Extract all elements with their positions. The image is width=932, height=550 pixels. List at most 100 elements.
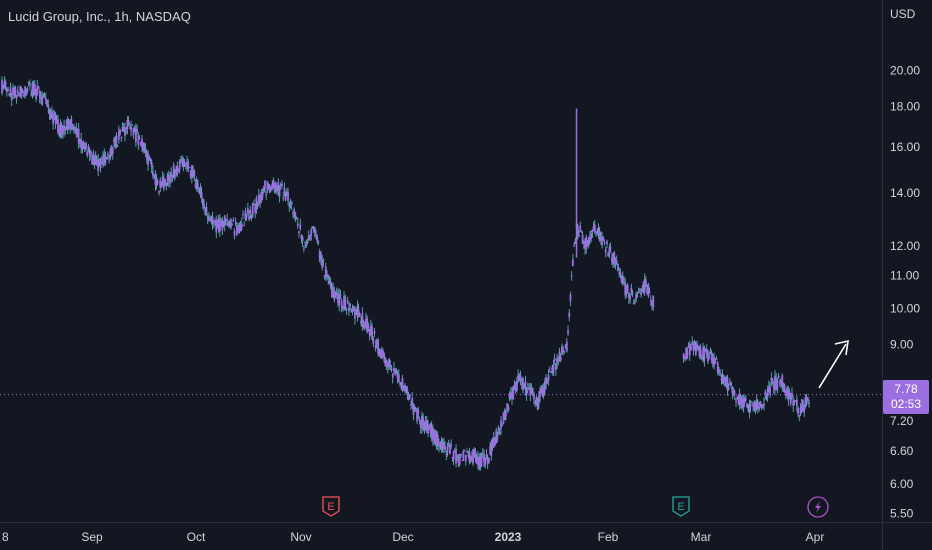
y-tick-label: 14.00 (890, 186, 920, 200)
candle-body (399, 382, 401, 385)
candle-body (743, 399, 746, 403)
candle-body (470, 456, 473, 460)
candle-body (352, 306, 355, 312)
candle-body (71, 127, 74, 129)
candle-body (12, 88, 14, 96)
candle-body (102, 156, 104, 166)
candle-body (217, 218, 220, 230)
candle-body (568, 312, 571, 318)
candle-body (754, 402, 757, 412)
candle-body (43, 97, 46, 99)
candle-body (552, 364, 555, 374)
candle-body (721, 374, 724, 384)
candle-body (537, 396, 540, 405)
candle-body (293, 209, 296, 214)
candle-body (795, 399, 798, 406)
candle-body (457, 459, 460, 464)
candle-body (288, 205, 291, 207)
candle-body (492, 436, 495, 447)
candle-body (630, 287, 633, 293)
candle-body (48, 109, 51, 115)
candle-body (225, 218, 227, 221)
candle-body (249, 209, 252, 213)
candle-body (578, 234, 580, 237)
candle-body (386, 362, 389, 368)
candle-body (704, 349, 707, 352)
candle-body (479, 456, 482, 467)
candle-body (80, 138, 83, 148)
candle-body (122, 126, 125, 130)
candle-body (785, 391, 787, 396)
candle-body (709, 351, 712, 354)
candle-body (453, 451, 456, 453)
candle-body (19, 85, 22, 98)
candle-body (208, 217, 210, 221)
candle-body (31, 82, 34, 96)
candle-body (65, 120, 68, 124)
flash-icon[interactable] (807, 496, 829, 518)
candle-body (75, 128, 78, 135)
candle-body (315, 233, 317, 237)
candle-body (444, 446, 446, 450)
y-tick-label: 7.20 (890, 414, 914, 428)
candle-body (119, 129, 121, 135)
y-tick-label: 5.50 (890, 507, 914, 521)
x-axis: 8 Sep Oct Nov Dec 2023 Feb Mar Apr (2, 530, 824, 544)
candle-body (484, 458, 487, 466)
candle-body (749, 403, 752, 407)
candle-body (227, 223, 230, 226)
candle-body (109, 149, 112, 158)
candle-body (539, 390, 541, 397)
candle-body (377, 339, 380, 355)
trend-arrow-icon[interactable] (818, 339, 849, 389)
candle-body (4, 82, 7, 85)
candle-body (356, 306, 359, 316)
candle-body (345, 309, 348, 311)
candle-body (68, 123, 70, 127)
candle-body (234, 222, 237, 224)
candle-body (23, 94, 25, 97)
last-price-tag: 7.78 02:53 (883, 380, 929, 414)
candle-body (226, 219, 229, 221)
candle-body (138, 137, 141, 139)
candle-body (99, 162, 102, 169)
candle-body (472, 449, 474, 464)
candle-body (445, 453, 448, 455)
candle-body (729, 382, 731, 384)
candle-body (72, 126, 75, 130)
earnings-icon[interactable]: E (672, 496, 690, 517)
candle-body (372, 338, 375, 344)
candle-body (525, 390, 528, 395)
candle-body (105, 157, 108, 159)
candle-body (290, 202, 293, 205)
earnings-icon[interactable]: E (322, 496, 340, 517)
candle-body (256, 203, 259, 207)
candle-body (781, 375, 784, 387)
candle-body (438, 444, 440, 447)
candle-body (229, 218, 232, 229)
candle-body (350, 311, 353, 313)
candle-body (300, 235, 303, 239)
event-badge-shape (322, 496, 340, 517)
candle-body (117, 131, 120, 140)
candle-body (178, 161, 181, 170)
candle-body (298, 231, 300, 234)
candle-body (15, 95, 18, 99)
y-tick-label: 10.00 (890, 301, 920, 315)
candle-body (716, 362, 719, 372)
candle-body (324, 266, 327, 277)
candle-body (620, 275, 623, 283)
candle-body (365, 318, 367, 328)
candle-body (41, 96, 44, 105)
candle-body (452, 450, 455, 460)
candle-body (343, 296, 345, 310)
candle-body (204, 213, 207, 215)
candle-body (70, 118, 73, 126)
candle-body (260, 192, 263, 201)
candle-body (727, 387, 730, 389)
candle-body (328, 280, 331, 283)
candle-body (7, 89, 9, 92)
candle-body (77, 129, 80, 144)
candle-body (732, 389, 735, 396)
